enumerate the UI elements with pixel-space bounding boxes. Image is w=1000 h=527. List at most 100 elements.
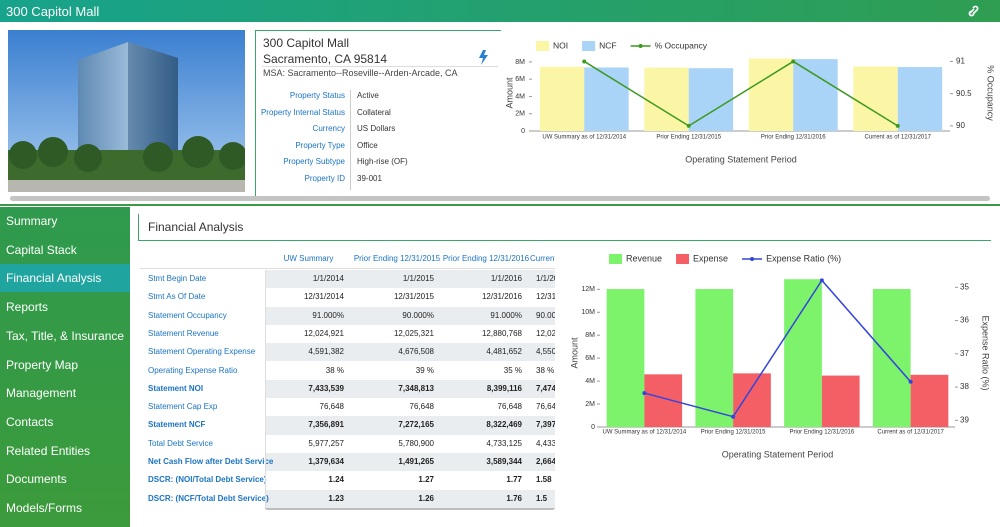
- y2-axis-title: % Occupancy: [986, 65, 996, 121]
- nav-item[interactable]: Capital Stack: [6, 242, 77, 257]
- bar: [784, 279, 822, 427]
- bar: [872, 289, 911, 427]
- x-axis-title: Operating Statement Period: [722, 449, 834, 459]
- cell: 1/1/2015: [402, 274, 434, 283]
- lightning-icon[interactable]: [478, 50, 490, 66]
- nav-item[interactable]: Summary: [6, 214, 58, 228]
- info-box: [255, 30, 501, 199]
- cell: 4,733,125: [486, 438, 522, 448]
- legend-label: Expense Ratio (%): [766, 253, 841, 263]
- property-city: Sacramento, CA 95814: [263, 52, 388, 66]
- cell: 76,648: [319, 402, 344, 412]
- legend-swatch: [609, 254, 622, 264]
- y2-tick-label: 37: [960, 349, 969, 358]
- row-label: DSCR: (NOI/Total Debt Service): [148, 475, 267, 485]
- cell: 12,024,921: [303, 328, 344, 338]
- nav-item[interactable]: Related Entities: [6, 443, 91, 458]
- property-photo: [8, 30, 245, 192]
- nav-item[interactable]: Tax, Title, & Insurance: [6, 328, 125, 343]
- bar: [606, 289, 645, 427]
- nav-item[interactable]: Financial Analysis: [6, 271, 102, 286]
- x-tick-label: Prior Ending 12/31/2015: [656, 135, 721, 141]
- bar: [539, 66, 585, 131]
- line-point: [686, 123, 691, 128]
- y-tick-label: 4M: [585, 378, 595, 385]
- cell: 1/1/20: [536, 274, 555, 283]
- bar: [695, 289, 734, 427]
- cell: 4,481,652: [486, 347, 522, 357]
- cell: 7,433,539: [308, 383, 344, 393]
- nav-item[interactable]: Reports: [6, 300, 49, 315]
- line-point: [908, 379, 913, 384]
- bar: [910, 374, 949, 427]
- cell: 1.23: [328, 493, 344, 503]
- row-label: Statement Cap Exp: [148, 402, 218, 412]
- nav-item[interactable]: Models/Forms: [6, 501, 83, 515]
- bar: [853, 66, 898, 131]
- y-tick-label: 2M: [585, 401, 595, 408]
- row-label: DSCR: (NCF/Total Debt Service): [148, 493, 269, 503]
- y-tick-label: 8M: [515, 59, 525, 66]
- header-title: 300 Capitol Mall: [6, 4, 100, 19]
- y-tick-label: 10M: [581, 309, 595, 316]
- y-tick-label: 6M: [585, 355, 595, 362]
- legend-swatch: [536, 41, 549, 51]
- detail-value: Office: [357, 140, 378, 150]
- y2-tick-label: 35: [960, 282, 969, 291]
- y2-tick-label: 91: [956, 57, 965, 66]
- nav-item[interactable]: Property Map: [6, 357, 79, 372]
- cell: 3,589,344: [486, 457, 522, 466]
- cell: 12/31/2015: [393, 292, 434, 302]
- y-tick-label: 0: [591, 424, 595, 431]
- separator: [0, 204, 1000, 206]
- x-tick-label: Current as of 12/31/2017: [865, 135, 932, 141]
- line-point: [582, 59, 587, 64]
- line-point: [642, 391, 647, 396]
- row-label: Statement Revenue: [148, 328, 219, 338]
- cell: 76,648: [409, 402, 434, 412]
- cell: 1,491,265: [398, 457, 434, 466]
- row-shade: [265, 306, 555, 325]
- row-shade: [265, 453, 555, 472]
- cell: 1.27: [418, 475, 434, 485]
- row-label: Stmt Begin Date: [148, 274, 207, 283]
- bar: [793, 59, 838, 131]
- y-axis-title: Amount: [569, 337, 579, 369]
- legend-label: NOI: [553, 40, 568, 50]
- cell: 12,880,768: [481, 328, 522, 338]
- link-icon[interactable]: [968, 5, 982, 17]
- x-tick-label: UW Summary as of 12/31/2014: [542, 135, 626, 141]
- section-header: [138, 214, 991, 241]
- x-tick-label: UW Summary as of 12/31/2014: [603, 430, 687, 436]
- cell: 1.77: [506, 475, 522, 485]
- detail-value: Collateral: [357, 107, 391, 117]
- cell: 12/31/20: [536, 292, 555, 302]
- y2-axis-title: Expense Ratio (%): [981, 315, 991, 390]
- cell: 12,025,321: [393, 328, 434, 338]
- y-tick-label: 0: [521, 128, 525, 135]
- legend-label: NCF: [599, 40, 616, 50]
- x-tick-label: Prior Ending 12/31/2015: [701, 430, 766, 436]
- cell: 7,272,165: [398, 420, 434, 430]
- table-col-border: [265, 270, 266, 508]
- row-label: Operating Expense Ratio: [148, 365, 238, 375]
- column-header: Current: [530, 254, 555, 263]
- y-tick-label: 8M: [585, 332, 595, 339]
- scrollbar[interactable]: [10, 196, 990, 201]
- nav-item[interactable]: Contacts: [6, 414, 54, 429]
- cell: 5,977,257: [308, 438, 344, 448]
- row-shade: [265, 489, 555, 508]
- row-label: Total Debt Service: [148, 438, 213, 448]
- cell: 12/31/2014: [303, 292, 344, 302]
- y2-tick-label: 39: [960, 415, 969, 424]
- row-shade: [265, 416, 555, 435]
- detail-label: Property Status: [289, 91, 345, 100]
- nav-item[interactable]: Documents: [6, 472, 67, 487]
- nav-item[interactable]: Management: [6, 386, 77, 401]
- y-tick-label: 12M: [581, 286, 595, 293]
- y-tick-label: 2M: [515, 111, 525, 118]
- cell: 1.26: [418, 493, 434, 503]
- cell: 7,348,813: [398, 383, 434, 393]
- column-header: Prior Ending 12/31/2015: [353, 254, 441, 263]
